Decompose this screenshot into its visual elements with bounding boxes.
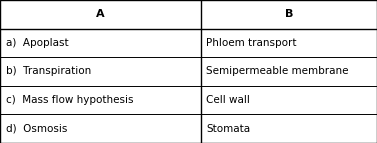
Text: B: B — [285, 9, 293, 19]
Text: Stomata: Stomata — [206, 124, 250, 134]
Text: Semipermeable membrane: Semipermeable membrane — [206, 66, 349, 77]
Text: A: A — [96, 9, 104, 19]
Text: Cell wall: Cell wall — [206, 95, 250, 105]
Text: b)  Transpiration: b) Transpiration — [6, 66, 91, 77]
Text: d)  Osmosis: d) Osmosis — [6, 124, 67, 134]
Text: c)  Mass flow hypothesis: c) Mass flow hypothesis — [6, 95, 133, 105]
Text: Phloem transport: Phloem transport — [206, 38, 297, 48]
Text: a)  Apoplast: a) Apoplast — [6, 38, 68, 48]
